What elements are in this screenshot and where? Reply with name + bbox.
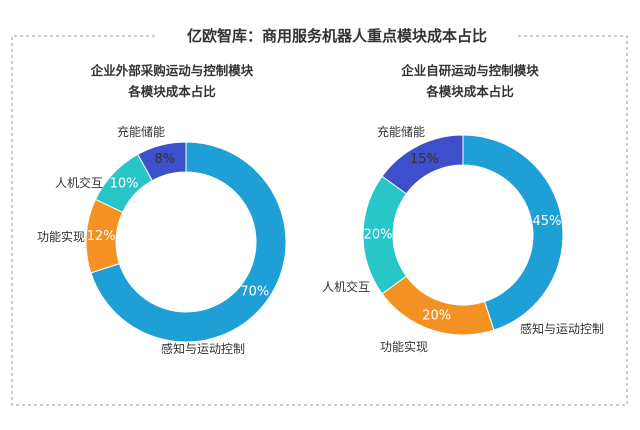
chart-1-slice-4 xyxy=(137,141,187,182)
chart-2-value-label-1: 45% xyxy=(533,214,562,229)
chart-2-value-label-4: 15% xyxy=(410,152,439,167)
chart-2-title-line2: 各模块成本占比 xyxy=(425,84,514,99)
donut-chart-1: 70% 感知与运动控制 12%功能实现 10% 人机交互 8% 充能储能 xyxy=(37,124,287,356)
chart-2-value-label-2: 20% xyxy=(422,308,451,323)
donut-chart-2: 45% 感知与运动控制 20% 功能实现 20% 人机交互 15% 充能储能 xyxy=(322,124,604,354)
chart-1-category-label-3: 人机交互 xyxy=(55,175,103,190)
chart-2-category-label-3: 人机交互 xyxy=(322,279,370,294)
chart-2-value-label-3: 20% xyxy=(364,228,393,243)
chart-1-value-label-1: 70% xyxy=(240,284,269,299)
chart-2-category-label-4: 充能储能 xyxy=(377,124,425,139)
chart-2-slice-4 xyxy=(381,134,464,195)
chart-1-title-line1: 企业外部采购运动与控制模块 xyxy=(90,63,254,78)
chart-1-category-label-1: 感知与运动控制 xyxy=(161,341,245,356)
chart-1-value-label-3: 10% xyxy=(110,176,139,191)
chart-2-title-line1: 企业自研运动与控制模块 xyxy=(400,63,539,78)
frame-border xyxy=(11,35,628,406)
chart-1-value-label-2: 12% xyxy=(87,229,116,244)
page-title: 亿欧智库：商用服务机器人重点模块成本占比 xyxy=(187,27,487,45)
chart-1-value-label-4: 8% xyxy=(155,152,176,167)
chart-2-category-label-1: 感知与运动控制 xyxy=(520,321,604,336)
chart-2-slice-1 xyxy=(462,134,564,331)
chart-1-category-label-2: 功能实现 xyxy=(37,229,85,244)
chart-2-category-label-2: 功能实现 xyxy=(380,339,428,354)
chart-1-slice-1 xyxy=(90,141,287,343)
chart-1-category-label-4: 充能储能 xyxy=(117,124,165,139)
chart-1-title-line2: 各模块成本占比 xyxy=(127,84,216,99)
chart-2-slice-2 xyxy=(381,275,495,336)
